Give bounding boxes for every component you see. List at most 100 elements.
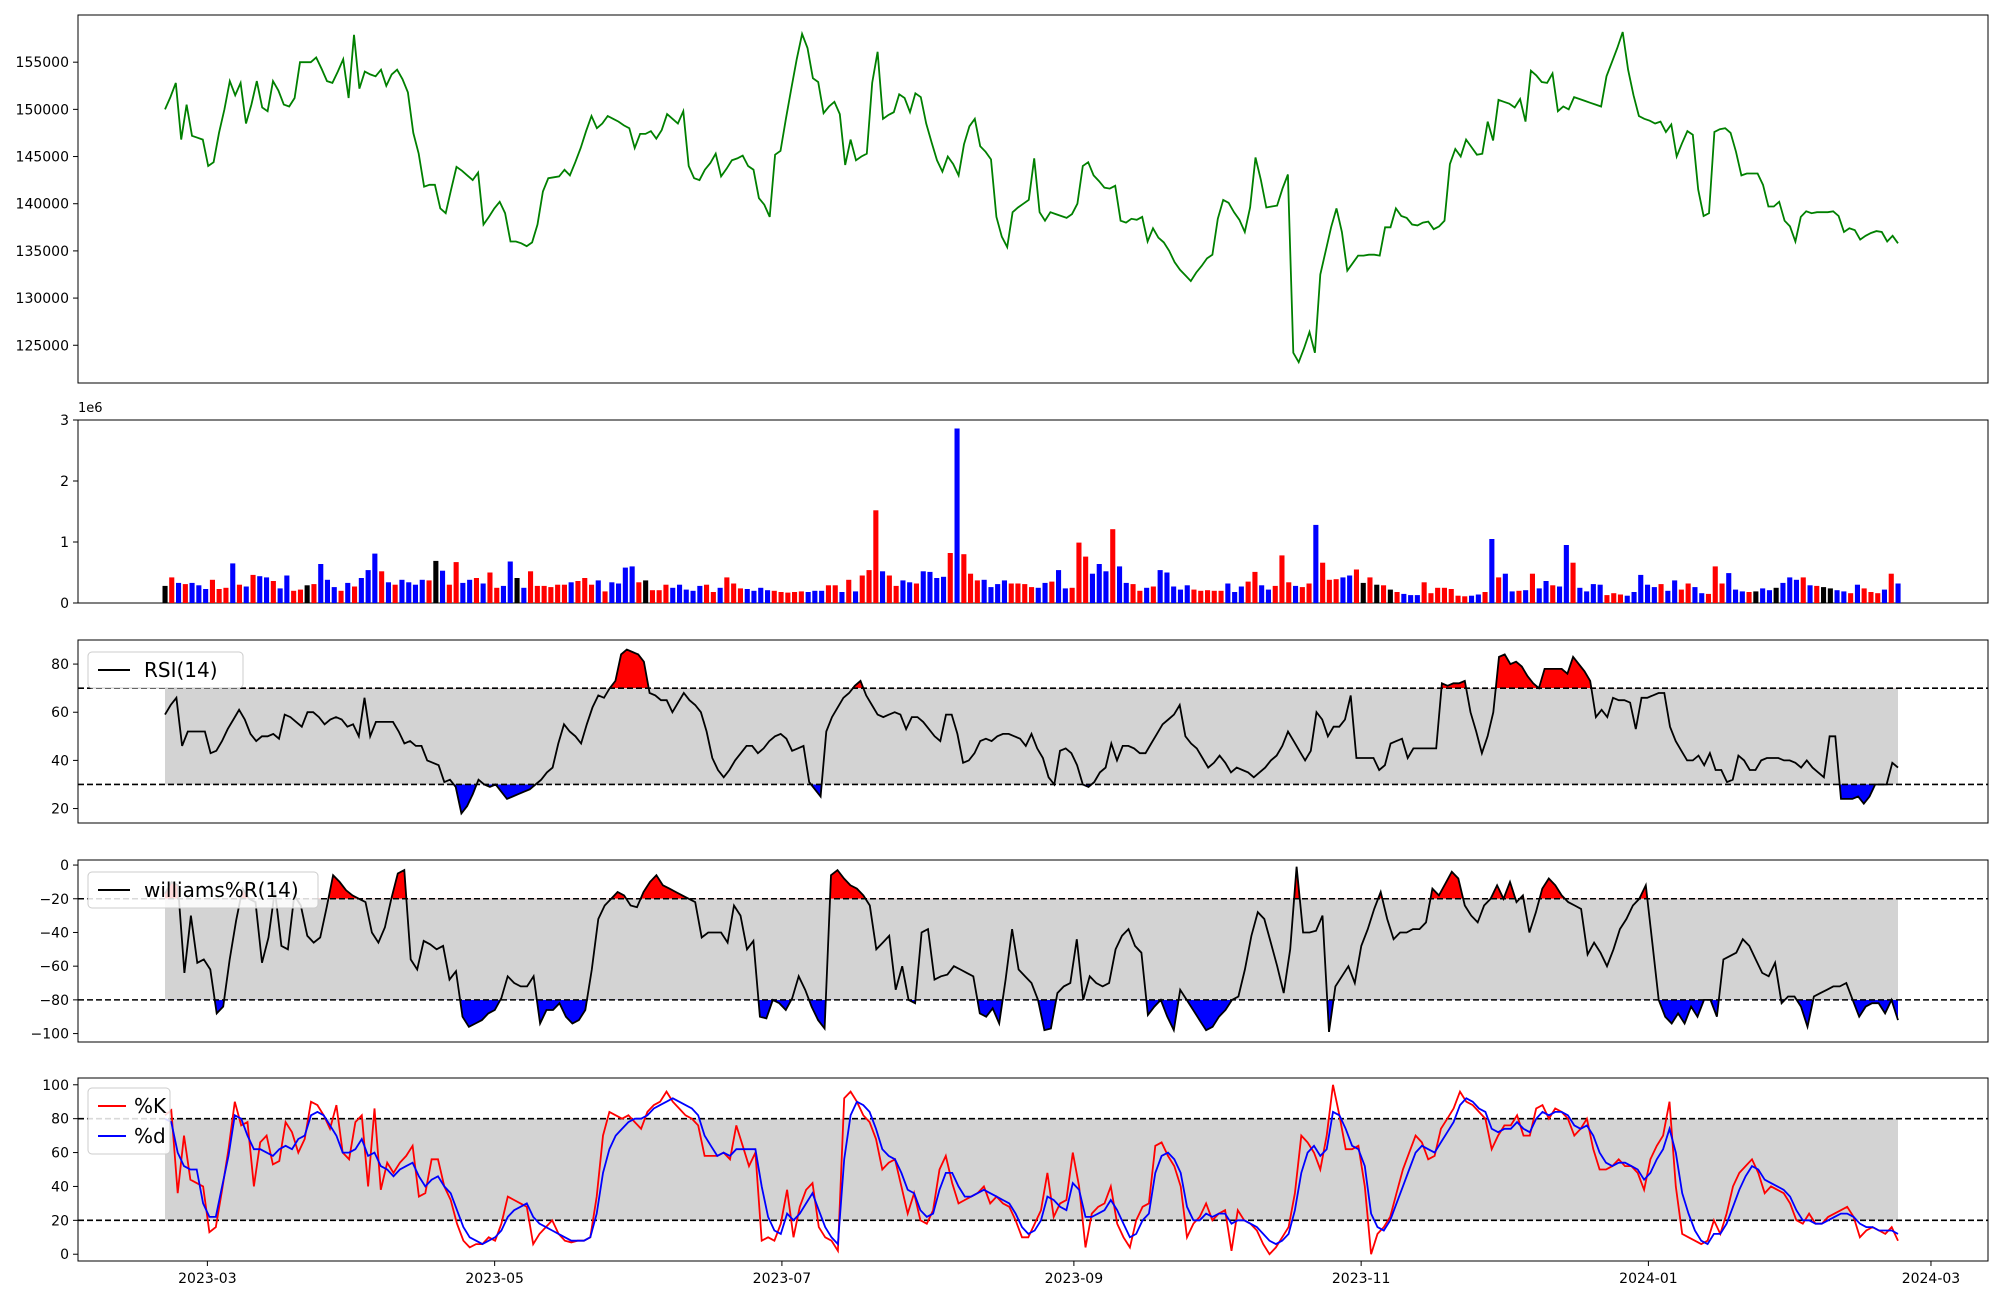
volume-bar (1516, 590, 1522, 603)
volume-scale-offset: 1e6 (78, 401, 103, 416)
volume-bar (1353, 569, 1359, 603)
stochastic-ytick-label: 20 (51, 1213, 69, 1229)
volume-bar (1347, 575, 1353, 603)
volume-ytick-label: 1 (60, 535, 69, 551)
volume-bar (1184, 585, 1190, 603)
volume-bar (690, 590, 696, 603)
volume-bar (561, 584, 567, 603)
volume-bar (352, 586, 358, 603)
volume-bar (1563, 545, 1569, 603)
rsi-legend-label: RSI(14) (144, 658, 218, 682)
volume-bar (412, 584, 418, 603)
volume-bar (528, 571, 534, 603)
volume-bar (1313, 524, 1319, 603)
volume-bar (947, 553, 953, 603)
volume-bar (1299, 587, 1305, 603)
price-ytick-label: 125000 (16, 338, 69, 354)
volume-bar (1306, 583, 1312, 603)
volume-bar (1658, 584, 1664, 603)
williams-ytick-label: 0 (60, 858, 69, 874)
volume-bar (1218, 590, 1224, 603)
volume-bar (866, 570, 872, 603)
volume-bar (446, 584, 452, 603)
volume-bar (1089, 573, 1095, 603)
volume-bar (677, 584, 683, 603)
volume-bar (1069, 587, 1075, 604)
volume-bar (1462, 596, 1468, 603)
volume-bar (1868, 592, 1874, 603)
volume-bar (345, 582, 351, 603)
volume-bar (704, 584, 710, 603)
volume-panel-frame (77, 419, 1989, 604)
volume-bar (236, 584, 242, 603)
price-ytick-label: 130000 (16, 291, 69, 307)
volume-bar (1502, 573, 1508, 603)
volume-bar (636, 582, 642, 603)
volume-ytick-label: 2 (60, 474, 69, 490)
volume-bar (1191, 589, 1197, 603)
volume-ytick-label: 0 (60, 596, 69, 612)
volume-bar (1326, 579, 1332, 603)
stochastic-ytick-label: 100 (42, 1078, 69, 1094)
volume-bar (622, 567, 628, 603)
volume-bar (1590, 584, 1596, 603)
volume-bar (257, 576, 263, 603)
volume-bar (1827, 588, 1833, 603)
volume-bar (913, 583, 919, 603)
volume-bar (331, 587, 337, 603)
williams-overbought-fill (165, 866, 1648, 899)
volume-bar (819, 590, 825, 603)
volume-bar (1719, 583, 1725, 603)
volume-bar (886, 575, 892, 603)
volume-bar (358, 578, 364, 603)
volume-bar (216, 589, 222, 603)
volume-bar (832, 585, 838, 603)
rsi-ytick-label: 80 (51, 657, 69, 673)
volume-bar (1733, 589, 1739, 603)
volume-bar (1773, 587, 1779, 604)
volume-bar (270, 581, 276, 603)
volume-bar (1435, 587, 1441, 604)
volume-bar (1496, 577, 1502, 603)
volume-bar (941, 576, 947, 603)
volume-bar (1232, 592, 1238, 603)
volume-bar (1333, 579, 1339, 603)
volume-bar (1557, 586, 1563, 603)
volume-bar (1123, 582, 1129, 603)
volume-bar (1807, 585, 1813, 603)
volume-bar (1645, 584, 1651, 603)
volume-bar (500, 585, 506, 603)
volume-bar (974, 580, 980, 603)
x-tick-label: 2023-11 (1332, 1271, 1391, 1287)
volume-bar (683, 589, 689, 603)
volume-bar (304, 585, 310, 603)
x-tick-label: 2024-01 (1619, 1271, 1678, 1287)
volume-bar (724, 577, 730, 603)
volume-bar (1265, 589, 1271, 603)
volume-bar (1800, 577, 1806, 603)
stochastic-ytick-label: 40 (51, 1179, 69, 1195)
price-ytick-label: 140000 (16, 197, 69, 213)
volume-bar (1692, 587, 1698, 603)
volume-bar (379, 571, 385, 603)
volume-bar (1015, 583, 1021, 603)
volume-bar (1164, 572, 1170, 603)
volume-bar (798, 591, 804, 603)
volume-bar (1482, 592, 1488, 603)
volume-bar (1387, 589, 1393, 603)
volume-bar (1888, 573, 1894, 603)
volume-bar (1854, 584, 1860, 603)
volume-bar (907, 582, 913, 603)
volume-bar (480, 583, 486, 603)
volume-bar (568, 582, 574, 603)
volume-bar (731, 583, 737, 603)
volume-bar (717, 587, 723, 604)
stochastic-panel-frame (77, 1077, 1989, 1262)
volume-bar (1130, 584, 1136, 603)
volume-bar (189, 582, 195, 603)
volume-bar (467, 579, 473, 603)
volume-bar (1022, 584, 1028, 603)
volume-bar (968, 573, 974, 603)
volume-bar (589, 584, 595, 603)
volume-bar (1198, 590, 1204, 603)
